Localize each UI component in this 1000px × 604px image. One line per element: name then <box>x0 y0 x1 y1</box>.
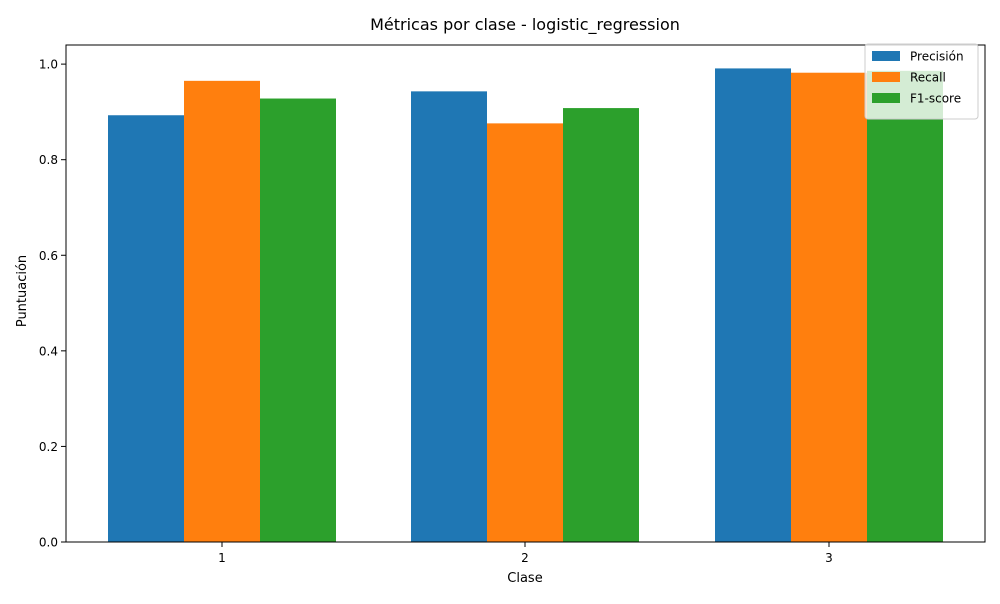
y-tick-label: 0.8 <box>39 153 58 167</box>
bar-Precisión-clase-2 <box>411 91 487 543</box>
legend-swatch <box>872 72 900 82</box>
axes-layer: 0.0 0.2 0.4 0.6 0.8 1.0 1 2 3 <box>39 44 986 565</box>
y-tick-label: 0.0 <box>39 536 58 550</box>
bar-Precisión-clase-1 <box>108 115 184 543</box>
x-tick-label: 2 <box>521 551 529 565</box>
bar-Precisión-clase-3 <box>715 68 791 542</box>
legend-label: F1-score <box>910 92 961 106</box>
chart-title: Métricas por clase - logistic_regression <box>370 15 680 35</box>
x-tick-label: 3 <box>825 551 833 565</box>
bar-Recall-clase-3 <box>791 72 867 542</box>
legend-swatch <box>872 93 900 103</box>
bar-F1-score-clase-1 <box>260 98 336 543</box>
legend: Precisión Recall F1-score <box>864 43 979 120</box>
legend-label: Precisión <box>910 50 964 64</box>
bar-Recall-clase-2 <box>487 123 563 542</box>
bars-layer <box>108 68 943 543</box>
y-tick-label: 1.0 <box>39 58 58 72</box>
y-tick-label: 0.4 <box>39 344 58 358</box>
y-tick-label: 0.6 <box>39 249 58 263</box>
x-tick-label: 1 <box>218 551 226 565</box>
x-axis-label: Clase <box>507 571 542 586</box>
legend-swatch <box>872 51 900 61</box>
y-axis-label: Puntuación <box>15 255 30 327</box>
bar-Recall-clase-1 <box>184 80 260 543</box>
bar-F1-score-clase-2 <box>563 108 639 542</box>
y-tick-label: 0.2 <box>39 440 58 454</box>
bar-F1-score-clase-3 <box>867 70 943 542</box>
legend-label: Recall <box>910 71 946 85</box>
